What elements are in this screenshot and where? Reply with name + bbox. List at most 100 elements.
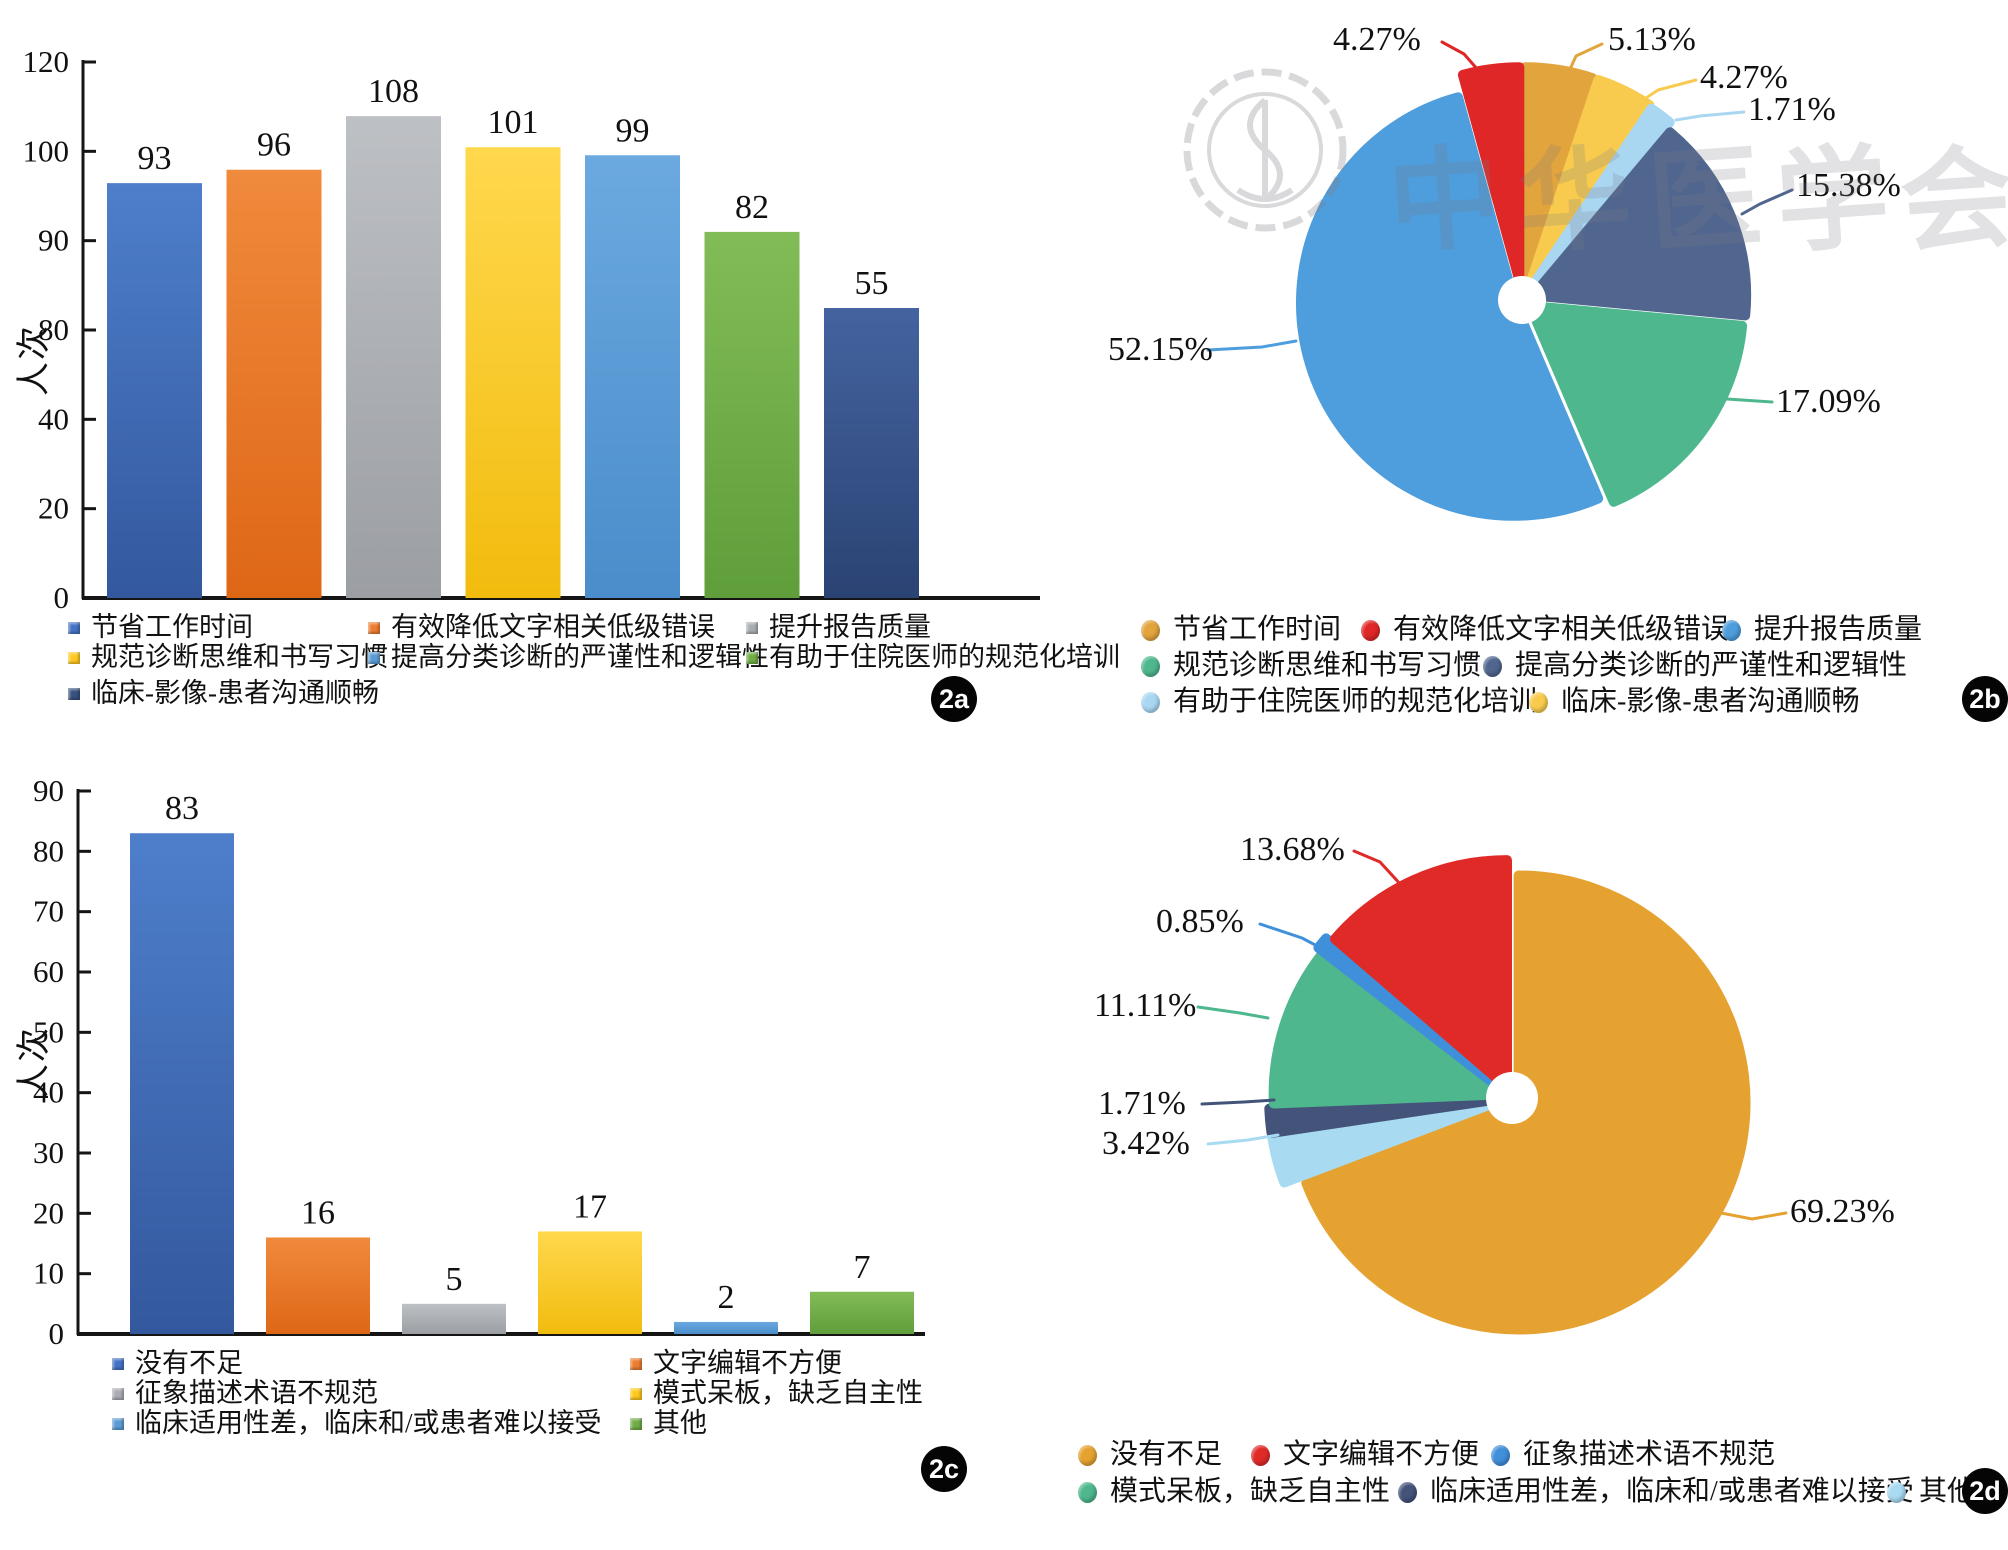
legend-item-2a-1: 有效降低文字相关低级错误 <box>368 614 715 641</box>
bar-2a-0 <box>107 183 202 599</box>
legend-marker-icon <box>1078 1481 1097 1503</box>
bar-value-label: 16 <box>301 1194 335 1231</box>
pie-slice-2b-2 <box>1527 103 1675 291</box>
pie-leader-line <box>1674 110 1746 122</box>
bar-value-label: 96 <box>257 127 291 164</box>
pie-leader-line <box>1258 922 1342 960</box>
bar-value-label: 17 <box>573 1188 607 1225</box>
legend-label: 提高分类诊断的严谨性和逻辑性 <box>1515 650 1908 681</box>
legend-marker-icon <box>1141 691 1160 713</box>
y-axis-tick-label: 120 <box>23 44 70 79</box>
pie-center-hole <box>1486 1072 1538 1124</box>
y-axis-tick-label: 20 <box>33 1195 64 1230</box>
legend-item-2b-0: 节省工作时间 <box>1141 616 1341 644</box>
y-axis-tick-label: 40 <box>33 1075 64 1110</box>
bar-2c-2 <box>402 1303 506 1334</box>
legend-label: 没有不足 <box>135 1348 243 1378</box>
pie-leader-line <box>1714 1210 1788 1221</box>
pie-percent-label: 3.42% <box>1102 1125 1190 1162</box>
bar-2a-6 <box>824 308 919 598</box>
pie-percent-label: 52.15% <box>1108 331 1213 368</box>
y-axis-tick-label: 60 <box>33 954 64 989</box>
y-axis-tick-label: 30 <box>33 1135 64 1170</box>
legend-marker-icon <box>68 687 80 700</box>
legend-marker-icon <box>112 1357 124 1370</box>
legend-marker-icon <box>1529 691 1548 713</box>
legend-label: 文字编辑不方便 <box>1283 1439 1480 1470</box>
legend-marker-icon <box>1361 619 1380 641</box>
pie-percent-label: 4.27% <box>1700 59 1788 96</box>
legend-marker-icon <box>630 1387 642 1400</box>
pie-percent-label: 5.13% <box>1608 21 1696 58</box>
bar-value-label: 101 <box>488 104 539 141</box>
legend-label: 节省工作时间 <box>91 612 253 642</box>
legend-marker-icon <box>1141 655 1160 677</box>
legend-marker-icon <box>1078 1444 1097 1466</box>
legend-label: 没有不足 <box>1110 1439 1223 1470</box>
pie-leader-line <box>1352 849 1404 888</box>
bar-2c-3 <box>538 1231 642 1334</box>
legend-marker-icon <box>746 651 758 664</box>
legend-label: 规范诊断思维和书写习惯 <box>1173 650 1482 681</box>
bar-2a-5 <box>704 231 800 599</box>
y-axis-tick-label: 90 <box>33 773 64 808</box>
panel-badge-2d: 2d <box>1962 1468 2008 1514</box>
pie-slice-2b-5 <box>1295 92 1604 521</box>
legend-item-2a-4: 提高分类诊断的严谨性和逻辑性 <box>368 644 769 671</box>
legend-item-2d-3: 模式呆板，缺乏自主性 <box>1078 1478 1390 1506</box>
legend-label: 提高分类诊断的严谨性和逻辑性 <box>391 642 769 672</box>
legend-label: 临床-影像-患者沟通顺畅 <box>91 678 379 708</box>
legend-item-2a-6: 临床-影像-患者沟通顺畅 <box>68 680 379 707</box>
legend-marker-icon <box>1483 655 1502 677</box>
bar-value-label: 108 <box>368 73 419 110</box>
pie-slice-2b-4 <box>1525 300 1748 507</box>
bar-2a-1 <box>226 169 322 598</box>
legend-item-2a-2: 提升报告质量 <box>746 614 931 641</box>
bar-chart-2c-y-axis-title: 人次 <box>15 1026 53 1098</box>
bar-2c-4 <box>674 1321 778 1334</box>
legend-label: 临床-影像-患者沟通顺畅 <box>1561 686 1860 717</box>
legend-item-2d-2: 征象描述术语不规范 <box>1491 1441 1775 1469</box>
pie-leader-line <box>1740 188 1794 216</box>
legend-item-2d-1: 文字编辑不方便 <box>1251 1441 1479 1469</box>
y-axis-tick-label: 90 <box>38 223 69 258</box>
pie-percent-label: 15.38% <box>1796 167 1901 204</box>
legend-label: 征象描述术语不规范 <box>1523 1439 1776 1470</box>
pie-center-hole <box>1498 276 1546 324</box>
y-axis-tick-label: 50 <box>33 1014 64 1049</box>
legend-item-2a-5: 有助于住院医师的规范化培训 <box>746 644 1120 671</box>
bar-2c-5 <box>810 1291 914 1334</box>
pie-slice-2d-2 <box>1264 1094 1502 1138</box>
pie-leader-line <box>1564 42 1604 80</box>
legend-marker-icon <box>1141 619 1160 641</box>
legend-item-2c-2: 征象描述术语不规范 <box>112 1380 378 1407</box>
y-axis-tick-label: 100 <box>23 133 70 168</box>
pie-slice-2b-6 <box>1457 62 1525 286</box>
bar-2c-1 <box>266 1237 370 1334</box>
bar-value-label: 99 <box>616 112 650 149</box>
bar-chart-2c: 0 10 20 30 40 50 60 70 80 90 83 16 5 17 2 7 <box>33 773 925 1351</box>
panel-badge-2b: 2b <box>1962 676 2008 722</box>
pie-slice-2b-0 <box>1520 62 1598 286</box>
legend-label: 有助于住院医师的规范化培训 <box>1173 686 1538 717</box>
y-axis-tick-label: 0 <box>49 1316 65 1351</box>
pie-percent-label: 11.11% <box>1094 987 1196 1024</box>
pie-chart-2b: 5.13%4.27%1.71%15.38%17.09%52.15%4.27% <box>1108 21 1901 521</box>
legend-label: 提升报告质量 <box>769 612 931 642</box>
legend-marker-icon <box>68 651 80 664</box>
legend-label: 有效降低文字相关低级错误 <box>1393 614 1730 645</box>
legend-marker-icon <box>68 621 80 634</box>
legend-item-2c-0: 没有不足 <box>112 1350 243 1377</box>
legend-item-2d-4: 临床适用性差，临床和/或患者难以接受 <box>1398 1478 1914 1506</box>
y-axis-tick-label: 70 <box>33 894 64 929</box>
pie-leader-line <box>1196 1005 1270 1020</box>
pie-percent-label: 13.68% <box>1240 831 1345 868</box>
legend-item-2c-5: 其他 <box>630 1410 707 1437</box>
legend-item-2c-3: 模式呆板，缺乏自主性 <box>630 1380 923 1407</box>
legend-item-2b-5: 有助于住院医师的规范化培训 <box>1141 688 1537 716</box>
legend-label: 节省工作时间 <box>1173 614 1342 645</box>
legend-item-2b-6: 临床-影像-患者沟通顺畅 <box>1529 688 1860 716</box>
legend-label: 临床适用性差，临床和/或患者难以接受 <box>135 1408 602 1438</box>
y-axis-tick-label: 0 <box>54 580 70 615</box>
